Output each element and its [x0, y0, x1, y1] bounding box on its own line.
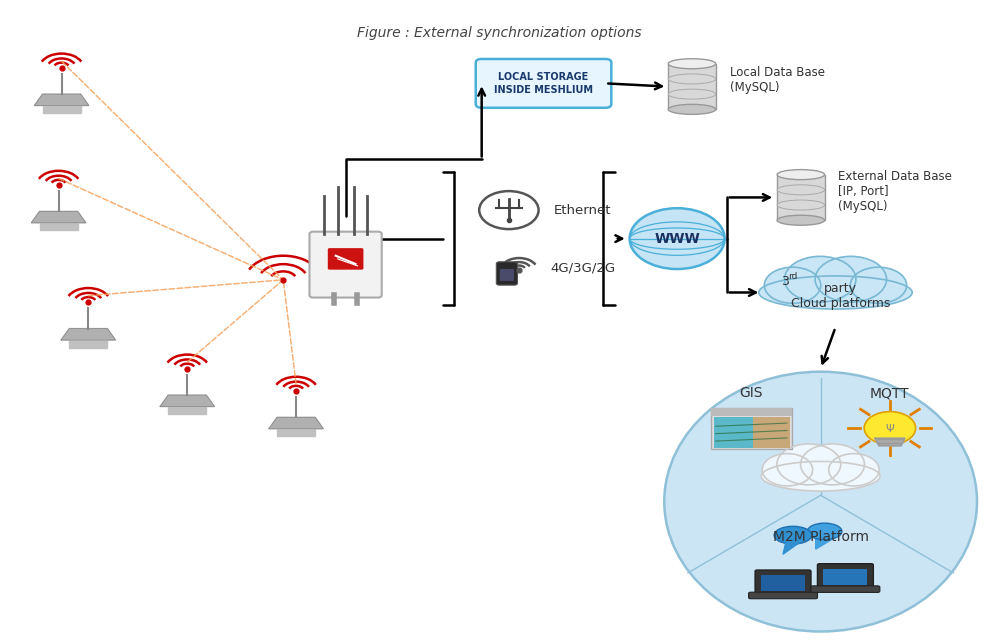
Ellipse shape: [777, 185, 824, 195]
Polygon shape: [783, 541, 800, 554]
Text: Ψ: Ψ: [885, 424, 894, 434]
Ellipse shape: [669, 105, 716, 114]
FancyBboxPatch shape: [823, 569, 867, 585]
FancyBboxPatch shape: [811, 586, 880, 593]
Ellipse shape: [774, 526, 811, 544]
Bar: [777, 175, 824, 220]
Ellipse shape: [669, 74, 716, 84]
Ellipse shape: [777, 215, 824, 225]
FancyBboxPatch shape: [327, 248, 363, 270]
Bar: [669, 64, 716, 109]
Circle shape: [776, 444, 840, 485]
Circle shape: [479, 191, 539, 229]
Polygon shape: [815, 539, 832, 549]
Text: External Data Base
[IP, Port]
(MySQL): External Data Base [IP, Port] (MySQL): [838, 169, 952, 213]
Text: 3: 3: [781, 275, 789, 288]
Polygon shape: [40, 223, 78, 230]
Circle shape: [828, 454, 879, 486]
Text: M2M Platform: M2M Platform: [772, 530, 868, 544]
FancyBboxPatch shape: [748, 592, 817, 599]
Bar: [752, 417, 789, 448]
FancyBboxPatch shape: [496, 262, 518, 285]
Text: party
Cloud platforms: party Cloud platforms: [790, 282, 890, 309]
Text: 4G/3G/2G: 4G/3G/2G: [551, 262, 616, 275]
Polygon shape: [43, 105, 81, 113]
Circle shape: [784, 256, 856, 302]
Ellipse shape: [777, 169, 824, 180]
Text: Figure : External synchronization options: Figure : External synchronization option…: [356, 26, 642, 40]
Polygon shape: [268, 417, 323, 429]
Polygon shape: [277, 429, 315, 437]
Circle shape: [850, 267, 906, 303]
Bar: [714, 417, 758, 448]
Ellipse shape: [777, 200, 824, 210]
Text: WWW: WWW: [655, 232, 700, 246]
FancyBboxPatch shape: [817, 564, 873, 589]
Ellipse shape: [758, 276, 912, 309]
Text: rd: rd: [788, 272, 797, 281]
Ellipse shape: [665, 372, 977, 632]
Polygon shape: [31, 211, 86, 223]
Circle shape: [800, 444, 864, 485]
FancyBboxPatch shape: [309, 232, 381, 297]
Circle shape: [630, 208, 725, 269]
Text: GIS: GIS: [740, 386, 763, 400]
Bar: [711, 408, 792, 415]
Circle shape: [762, 454, 812, 486]
Ellipse shape: [761, 462, 880, 491]
Ellipse shape: [669, 58, 716, 69]
Polygon shape: [34, 94, 89, 105]
Circle shape: [815, 256, 886, 302]
Text: Ethernet: Ethernet: [554, 204, 611, 216]
Text: Local Data Base
(MySQL): Local Data Base (MySQL): [730, 66, 824, 94]
Polygon shape: [160, 395, 215, 406]
Polygon shape: [69, 340, 108, 347]
Polygon shape: [61, 329, 116, 340]
Circle shape: [864, 412, 915, 444]
Circle shape: [764, 267, 820, 303]
Ellipse shape: [807, 523, 842, 540]
FancyBboxPatch shape: [711, 408, 792, 449]
Polygon shape: [875, 438, 905, 446]
FancyBboxPatch shape: [755, 570, 811, 594]
Ellipse shape: [669, 89, 716, 99]
FancyBboxPatch shape: [500, 269, 514, 281]
FancyBboxPatch shape: [476, 59, 612, 108]
Polygon shape: [169, 406, 207, 414]
FancyBboxPatch shape: [761, 575, 805, 591]
Text: LOCAL STORAGE
INSIDE MESHLIUM: LOCAL STORAGE INSIDE MESHLIUM: [494, 72, 593, 94]
Text: MQTT: MQTT: [870, 386, 910, 400]
